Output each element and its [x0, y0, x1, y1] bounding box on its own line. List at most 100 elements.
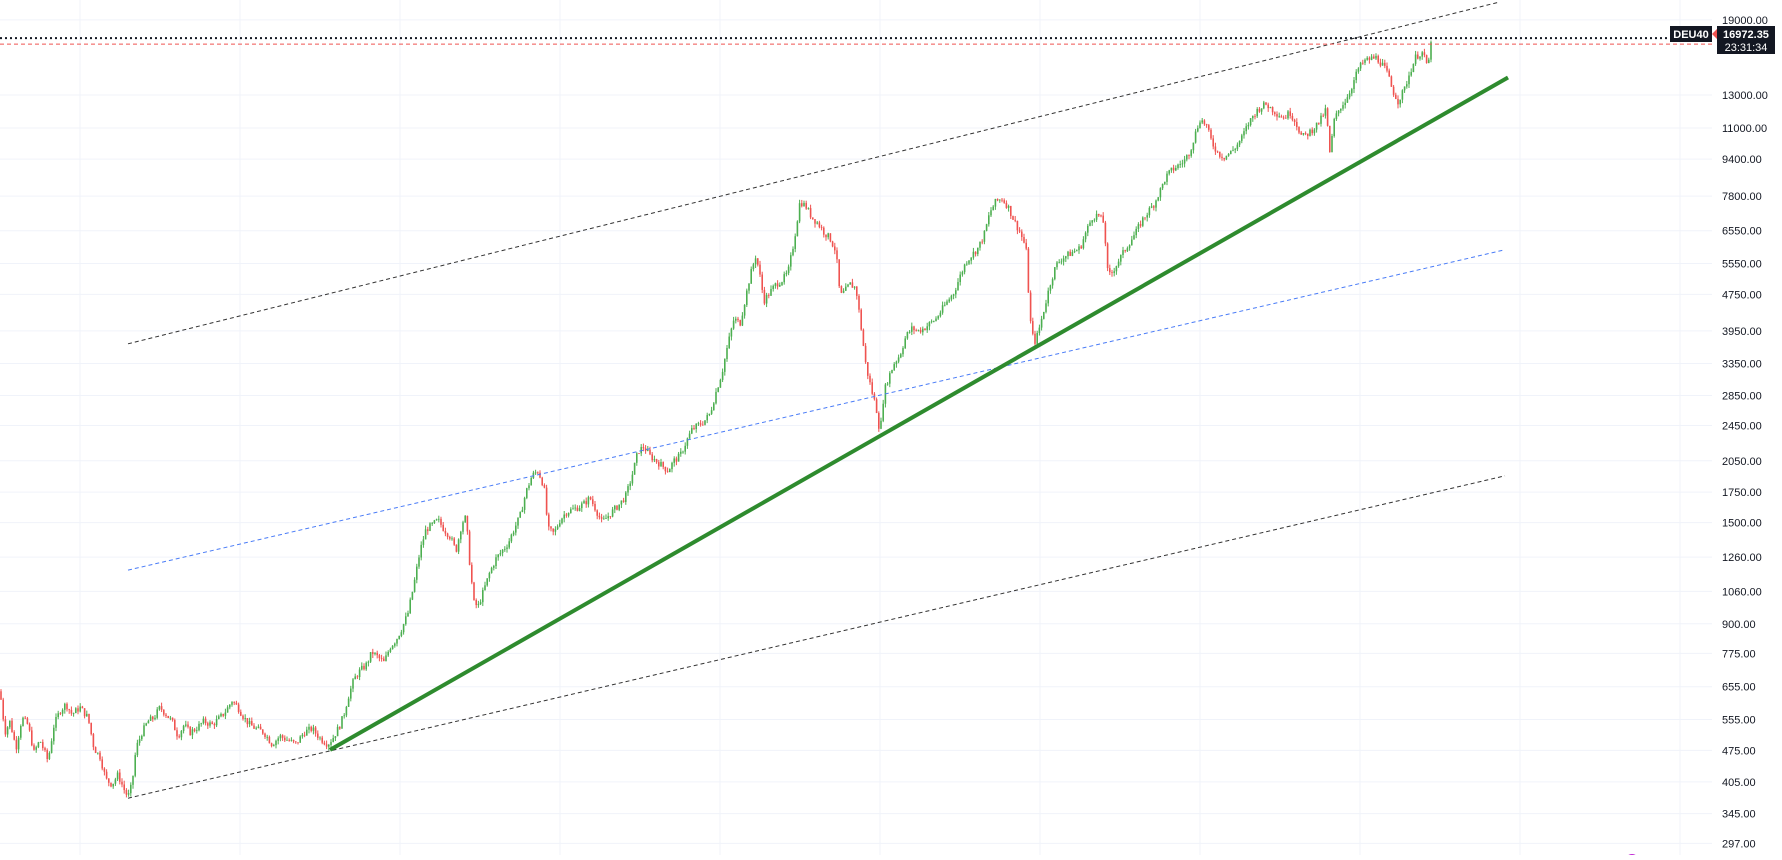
candle-body [26, 718, 29, 724]
axis-tick-label: 13000.00 [1722, 90, 1768, 102]
candle-body [829, 233, 832, 242]
candle-body [638, 453, 640, 455]
candle-body [279, 735, 282, 739]
candle-body [1045, 303, 1047, 312]
candle-body [77, 708, 79, 712]
candle-body [768, 294, 770, 296]
candle-body [616, 505, 618, 510]
candle-body [1417, 54, 1419, 59]
candle-body [22, 717, 24, 727]
candle-body [418, 557, 420, 567]
candle-body [72, 713, 75, 714]
candle-body [1219, 151, 1221, 157]
candle-body [1124, 250, 1126, 252]
candle-body [792, 248, 794, 256]
candle-body [840, 286, 843, 293]
candle-body [1282, 117, 1285, 119]
candle-body [669, 469, 671, 473]
candle-body [295, 741, 297, 743]
axis-tick-label: 475.00 [1722, 745, 1756, 757]
candle-body [1183, 159, 1186, 164]
candle-body [675, 458, 678, 462]
candle-body [1236, 144, 1239, 150]
bar-countdown: 23:31:34 [1725, 42, 1768, 54]
candle-body [818, 222, 821, 228]
candle-body [1117, 261, 1120, 267]
candle-body [185, 724, 187, 726]
candle-body [941, 305, 944, 313]
candle-body [1032, 321, 1034, 334]
candle-body [97, 752, 99, 754]
candle-body [1351, 89, 1353, 94]
candle-body [90, 722, 92, 735]
candle-body [336, 726, 339, 737]
candle-body [1175, 168, 1177, 171]
candle-body [658, 462, 660, 467]
candle-body [807, 208, 810, 209]
candle-body [253, 725, 255, 729]
axis-tick-label: 19000.00 [1722, 15, 1768, 27]
candle-body [46, 750, 48, 759]
candle-body [176, 730, 178, 737]
candle-body [739, 320, 741, 326]
candle-body [559, 523, 561, 527]
candle-body [864, 345, 867, 363]
candle-body [1210, 129, 1212, 139]
candle-body [420, 544, 422, 558]
candle-body [209, 722, 211, 726]
candle-body [464, 515, 466, 523]
candle-body [358, 669, 361, 678]
candle-body [930, 321, 933, 323]
candle-body [365, 662, 367, 670]
candle-body [1399, 99, 1401, 105]
candle-body [1329, 125, 1331, 153]
candle-body [301, 734, 304, 737]
candle-body [1100, 215, 1102, 217]
candle-body [666, 471, 669, 473]
candle-body [167, 715, 169, 719]
candle-body [1142, 217, 1144, 226]
candle-body [719, 379, 722, 388]
grid-layer [0, 0, 1712, 855]
candle-body [798, 203, 801, 222]
candle-body [999, 199, 1001, 201]
candle-body [44, 748, 46, 751]
candle-body [1419, 56, 1421, 59]
candle-body [1177, 164, 1179, 169]
candle-body [479, 602, 482, 604]
candle-body [1109, 268, 1111, 273]
candle-body [1238, 140, 1241, 145]
candle-body [1384, 62, 1386, 66]
candle-body [737, 318, 739, 321]
candle-body [517, 517, 519, 526]
axis-tick-label: 297.00 [1722, 838, 1756, 850]
candle-body [510, 534, 513, 542]
candle-body [130, 784, 132, 794]
candle-body [1223, 157, 1225, 160]
candle-body [15, 739, 18, 750]
drawings[interactable] [0, 1, 1712, 799]
candle-body [262, 729, 264, 734]
candle-body [948, 299, 950, 302]
axis-tick-label: 7800.00 [1722, 191, 1762, 203]
candle-body [1091, 220, 1093, 223]
candle-body [671, 462, 673, 470]
candle-body [710, 410, 713, 414]
candle-body [490, 567, 493, 574]
price-axis[interactable]: 19000.00 13000.00 11000.00 9400.00 7800.00 65… [1712, 0, 1782, 855]
candle-body [1062, 258, 1065, 262]
channel-mid-line [127, 249, 1506, 571]
candle-body [1135, 228, 1137, 236]
candle-body [292, 739, 295, 742]
candle-body [108, 778, 110, 783]
candle-body [1067, 251, 1069, 257]
candle-body [1364, 59, 1366, 63]
candle-body [240, 711, 242, 716]
candle-body [451, 538, 453, 540]
candle-body [732, 320, 735, 329]
candle-body [1205, 124, 1208, 126]
candle-body [647, 449, 649, 451]
candle-body [1073, 251, 1076, 253]
